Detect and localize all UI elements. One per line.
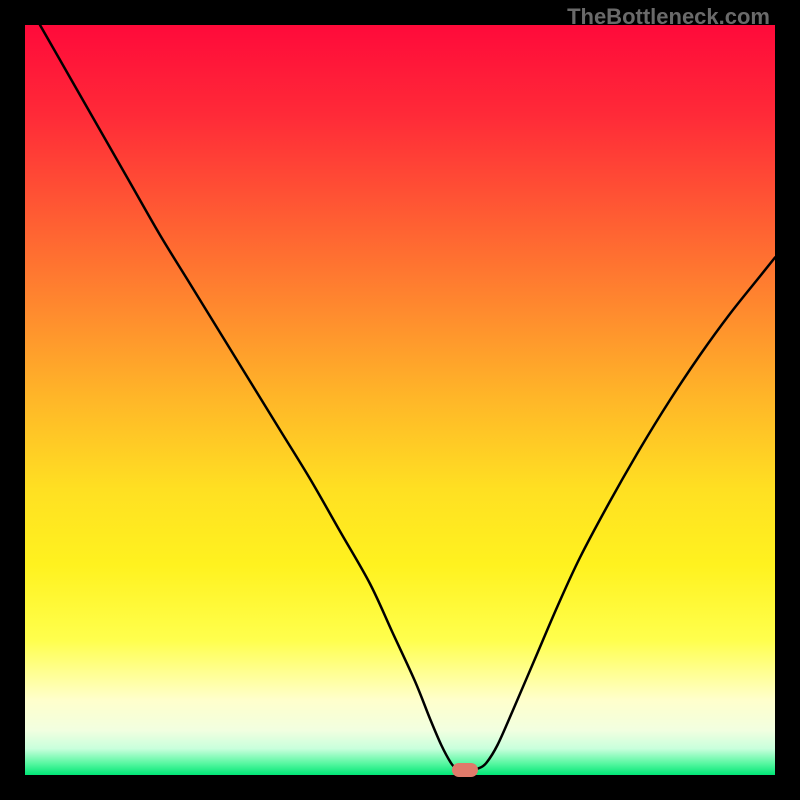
bottleneck-curve (25, 25, 775, 775)
watermark-text: TheBottleneck.com (567, 4, 770, 30)
plot-area (25, 25, 775, 775)
chart-frame: TheBottleneck.com (0, 0, 800, 800)
optimum-marker (452, 763, 478, 777)
